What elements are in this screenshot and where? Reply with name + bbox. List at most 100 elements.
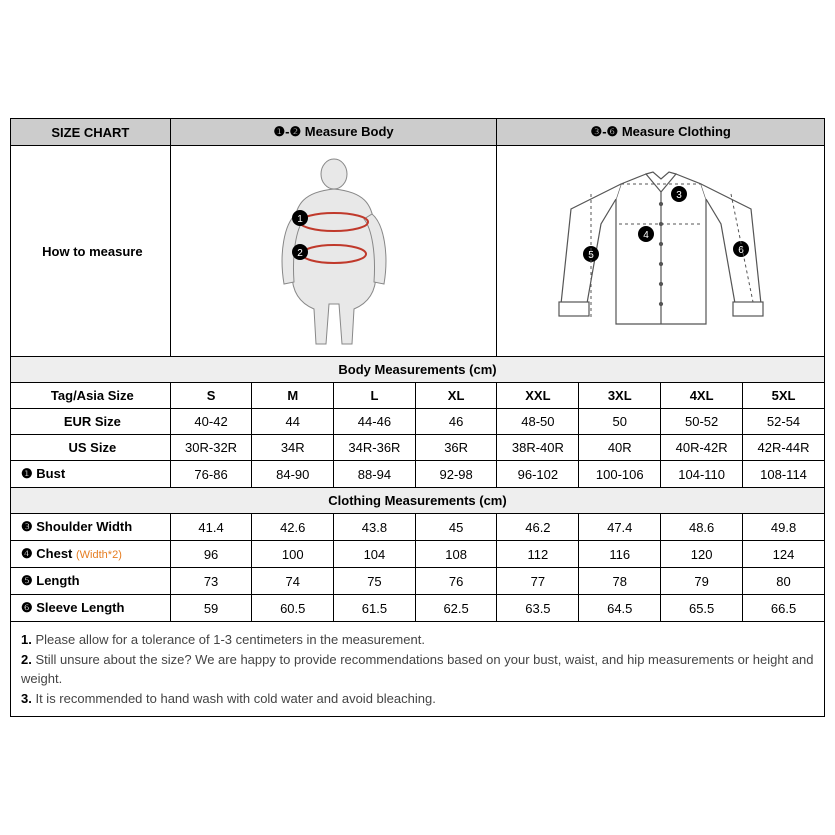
svg-text:3: 3 [676, 190, 682, 201]
cell: 75 [334, 568, 416, 595]
cell: 120 [661, 541, 743, 568]
cell: 77 [497, 568, 579, 595]
cell: 96 [170, 541, 252, 568]
cell: 76-86 [170, 461, 252, 488]
cell: 40-42 [170, 409, 252, 435]
cell: 42.6 [252, 514, 334, 541]
row-label: US Size [11, 435, 171, 461]
measure-clothing-label: Measure Clothing [622, 124, 731, 139]
cell: 40R-42R [661, 435, 743, 461]
svg-text:4: 4 [643, 230, 649, 241]
body-diagram: 1 2 [244, 154, 424, 349]
measure-body-label: Measure Body [305, 124, 394, 139]
measure-clothing-prefix: ❸-❻ [591, 124, 619, 139]
cell: 40R [579, 435, 661, 461]
cell: 59 [170, 595, 252, 622]
cell: 62.5 [415, 595, 497, 622]
header-measure-clothing: ❸-❻ Measure Clothing [497, 119, 825, 146]
cell: 108-114 [743, 461, 825, 488]
clothing-row: ❹ Chest (Width*2)96100104108112116120124 [11, 541, 825, 568]
cell: 65.5 [661, 595, 743, 622]
cell: 50 [579, 409, 661, 435]
cell: XL [415, 383, 497, 409]
cell: 47.4 [579, 514, 661, 541]
cell: S [170, 383, 252, 409]
cell: 108 [415, 541, 497, 568]
header-measure-body: ❶-❷ Measure Body [170, 119, 497, 146]
cell: 46.2 [497, 514, 579, 541]
cell: 84-90 [252, 461, 334, 488]
cell: 46 [415, 409, 497, 435]
cell: 52-54 [743, 409, 825, 435]
cell: 96-102 [497, 461, 579, 488]
cell: 78 [579, 568, 661, 595]
cell: 64.5 [579, 595, 661, 622]
row-label: EUR Size [11, 409, 171, 435]
svg-text:2: 2 [297, 248, 303, 259]
cell: 88-94 [334, 461, 416, 488]
note-2: 2. Still unsure about the size? We are h… [21, 650, 814, 689]
cell: 38R-40R [497, 435, 579, 461]
row-label: ❶ Bust [11, 461, 171, 488]
cell: 116 [579, 541, 661, 568]
cell: 73 [170, 568, 252, 595]
cell: 49.8 [743, 514, 825, 541]
shirt-diagram: 3 4 5 6 [531, 154, 791, 349]
cell: 48-50 [497, 409, 579, 435]
cell: 66.5 [743, 595, 825, 622]
clothing-row: ❻ Sleeve Length5960.561.562.563.564.565.… [11, 595, 825, 622]
cell: XXL [497, 383, 579, 409]
cell: 63.5 [497, 595, 579, 622]
row-label: ❺ Length [11, 568, 171, 595]
cell: 60.5 [252, 595, 334, 622]
cell: 45 [415, 514, 497, 541]
cell: 36R [415, 435, 497, 461]
cell: 48.6 [661, 514, 743, 541]
note-1: 1. Please allow for a tolerance of 1-3 c… [21, 630, 814, 650]
clothing-row: ❺ Length7374757677787980 [11, 568, 825, 595]
cell: 76 [415, 568, 497, 595]
body-row: US Size30R-32R34R34R-36R36R38R-40R40R40R… [11, 435, 825, 461]
cell: 100-106 [579, 461, 661, 488]
section-clothing-measurements: Clothing Measurements (cm) [11, 488, 825, 514]
cell: 43.8 [334, 514, 416, 541]
cell: 74 [252, 568, 334, 595]
cell: 61.5 [334, 595, 416, 622]
cell: 42R-44R [743, 435, 825, 461]
section-body-measurements: Body Measurements (cm) [11, 357, 825, 383]
notes-cell: 1. Please allow for a tolerance of 1-3 c… [11, 622, 825, 717]
cell: 41.4 [170, 514, 252, 541]
cell: 80 [743, 568, 825, 595]
cell: 4XL [661, 383, 743, 409]
measure-body-prefix: ❶-❷ [274, 124, 302, 139]
shirt-diagram-cell: 3 4 5 6 [497, 146, 825, 357]
body-row: Tag/Asia SizeSMLXLXXL3XL4XL5XL [11, 383, 825, 409]
row-label: ❻ Sleeve Length [11, 595, 171, 622]
cell: 30R-32R [170, 435, 252, 461]
cell: 124 [743, 541, 825, 568]
cell: M [252, 383, 334, 409]
cell: 34R-36R [334, 435, 416, 461]
cell: 5XL [743, 383, 825, 409]
clothing-row: ❸ Shoulder Width41.442.643.84546.247.448… [11, 514, 825, 541]
cell: 112 [497, 541, 579, 568]
cell: 104 [334, 541, 416, 568]
row-label: Tag/Asia Size [11, 383, 171, 409]
size-chart-table: SIZE CHART ❶-❷ Measure Body ❸-❻ Measure … [10, 118, 825, 717]
cell: 44-46 [334, 409, 416, 435]
row-label: ❸ Shoulder Width [11, 514, 171, 541]
cell: 100 [252, 541, 334, 568]
cell: 104-110 [661, 461, 743, 488]
cell: 79 [661, 568, 743, 595]
svg-text:1: 1 [297, 214, 303, 225]
cell: 50-52 [661, 409, 743, 435]
header-size-chart: SIZE CHART [11, 119, 171, 146]
body-row: ❶ Bust76-8684-9088-9492-9896-102100-1061… [11, 461, 825, 488]
body-row: EUR Size40-424444-464648-505050-5252-54 [11, 409, 825, 435]
cell: L [334, 383, 416, 409]
cell: 92-98 [415, 461, 497, 488]
note-3: 3. It is recommended to hand wash with c… [21, 689, 814, 709]
cell: 3XL [579, 383, 661, 409]
cell: 34R [252, 435, 334, 461]
body-diagram-cell: 1 2 [170, 146, 497, 357]
